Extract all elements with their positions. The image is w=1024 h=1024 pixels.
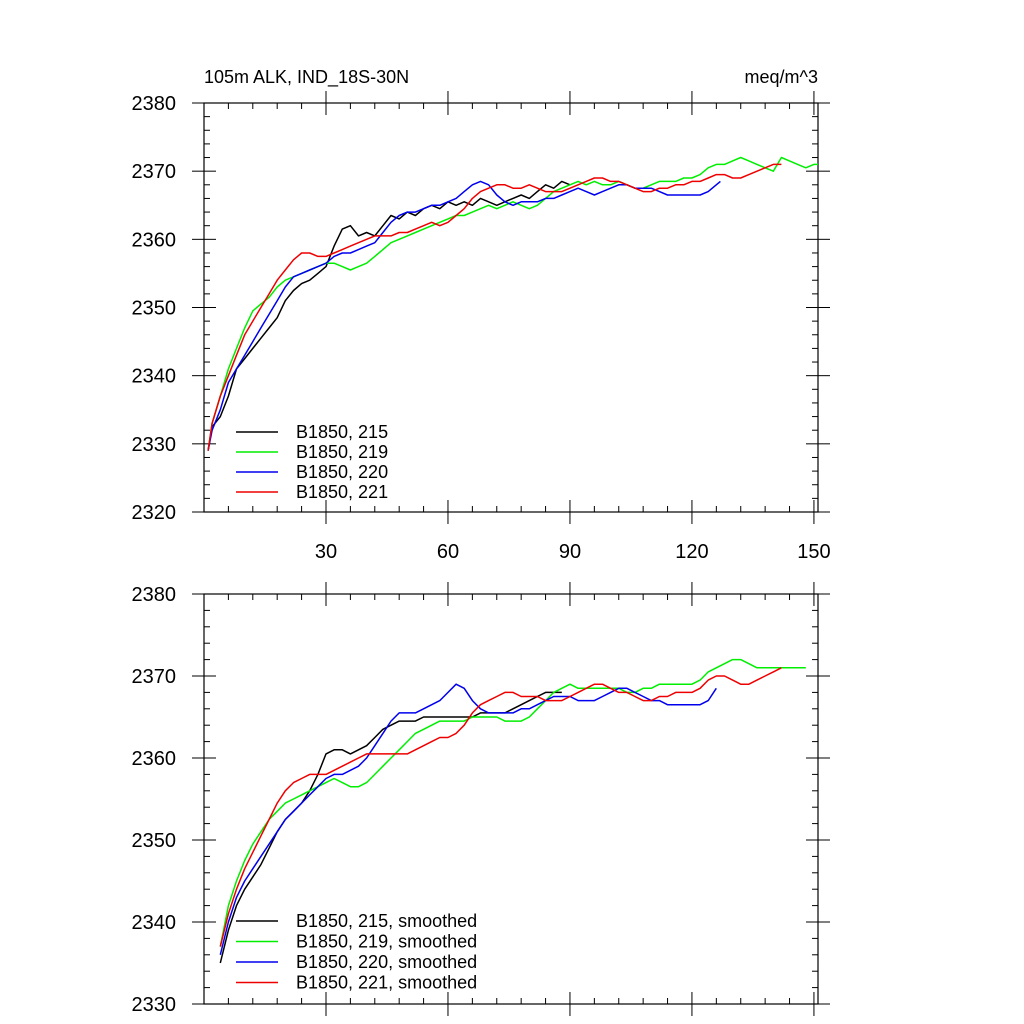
y-tick-label: 2370 [132, 666, 177, 688]
series-line [207, 180, 721, 451]
series-line [207, 180, 571, 451]
y-tick-label: 2320 [132, 502, 177, 524]
y-tick-label: 2360 [132, 748, 177, 770]
y-tick-label: 2380 [132, 93, 177, 115]
y-tick-label: 2370 [132, 161, 177, 183]
legend-label: B1850, 219 [296, 442, 388, 462]
series-line [219, 667, 782, 947]
y-tick-label: 2380 [132, 584, 177, 606]
y-tick-label: 2340 [132, 912, 177, 934]
y-tick-label: 2350 [132, 298, 177, 320]
y-tick-label: 2330 [132, 434, 177, 456]
legend-label: B1850, 215 [296, 422, 388, 442]
plot-frame [203, 593, 819, 1005]
chart-title: 105m ALK, IND_18S-30N [204, 67, 409, 88]
y-tick-label: 2330 [132, 994, 177, 1016]
x-tick-label: 90 [559, 541, 581, 563]
top-chart: 2320 2330 2340 2350 2360 2370 2380 30 60 90 120 150… [132, 67, 831, 563]
series-line [219, 683, 717, 955]
y-tick-label: 2350 [132, 830, 177, 852]
series-line [207, 156, 818, 451]
series-line [207, 163, 782, 451]
x-tick-label: 30 [315, 541, 337, 563]
units-label: meq/m^3 [745, 67, 818, 87]
y-tick-label: 2340 [132, 366, 177, 388]
series-line [219, 658, 806, 947]
x-tick-label: 60 [437, 541, 459, 563]
bottom-chart: 2330 2340 2350 2360 2370 2380 B1850, 215, smoo… [132, 582, 830, 1016]
x-tick-label: 150 [797, 541, 830, 563]
legend-label: B1850, 220, smoothed [296, 952, 477, 972]
y-tick-label: 2360 [132, 229, 177, 251]
legend-label: B1850, 219, smoothed [296, 932, 477, 952]
x-tick-label: 120 [675, 541, 708, 563]
legend-label: B1850, 221, smoothed [296, 973, 477, 993]
legend-label: B1850, 221 [296, 482, 388, 502]
legend-label: B1850, 215, smoothed [296, 911, 477, 931]
legend-label: B1850, 220 [296, 462, 388, 482]
